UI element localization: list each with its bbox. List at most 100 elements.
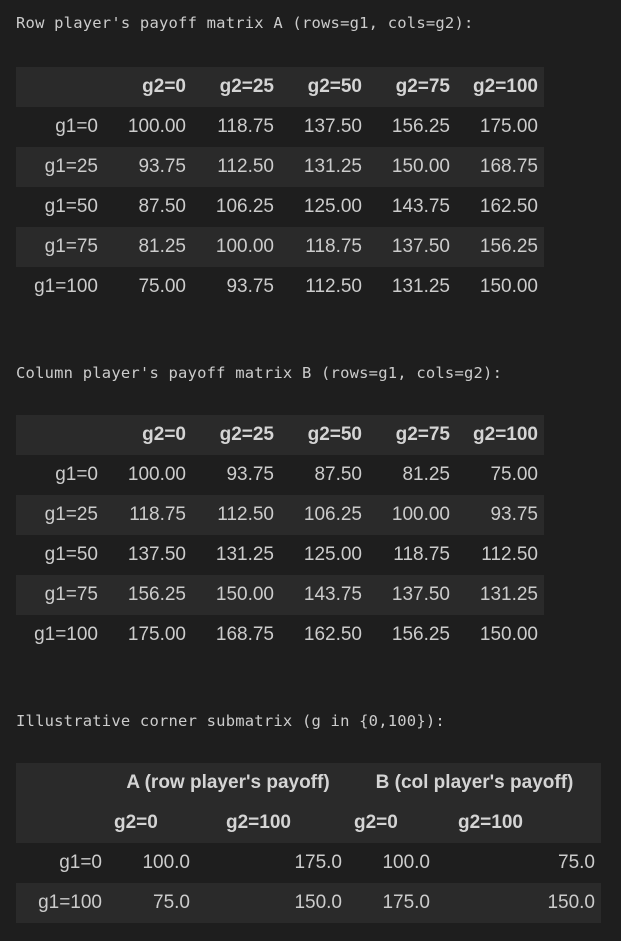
table-cell: 112.50: [217, 156, 274, 177]
index-header: [16, 763, 108, 803]
table-cell: 175.0: [294, 852, 342, 873]
row-label: g1=0: [55, 116, 98, 137]
column-header: g2=0: [114, 812, 158, 833]
table-cell: 118.75: [305, 236, 362, 257]
column-header: g2=50: [307, 76, 362, 97]
table-cell: 75.00: [490, 464, 538, 485]
row-label: g1=0: [59, 852, 102, 873]
table-cell: 156.25: [391, 116, 450, 137]
table-cell: 81.25: [138, 236, 186, 257]
column-header: g2=100: [458, 812, 523, 833]
table-cell: 150.00: [391, 156, 450, 177]
column-header: g2=25: [219, 76, 274, 97]
group-header-row: A (row player's payoff) B (col player's …: [16, 763, 601, 803]
row-label: g1=100: [38, 892, 102, 913]
table-cell: 175.00: [479, 116, 538, 137]
table-cell: 137.50: [391, 236, 450, 257]
column-header: g2=100: [473, 76, 538, 97]
column-header: g2=25: [219, 424, 274, 445]
table-cell: 100.00: [127, 464, 186, 485]
table-cell: 75.0: [558, 852, 595, 873]
table-cell: 87.50: [138, 196, 186, 217]
table-cell: 100.00: [215, 236, 274, 257]
row-label: g1=100: [34, 624, 98, 645]
table-cell: 131.25: [391, 276, 450, 297]
table-cell: 131.25: [479, 584, 538, 605]
table-cell: 100.00: [391, 504, 450, 525]
table-cell: 100.00: [127, 116, 186, 137]
table-cell: 112.50: [305, 276, 362, 297]
table-cell: 150.00: [479, 276, 538, 297]
table-cell: 112.50: [217, 504, 274, 525]
row-label: g1=0: [55, 464, 98, 485]
table-cell: 143.75: [391, 196, 450, 217]
header-row: g2=0 g2=100 g2=0 g2=100: [16, 803, 601, 843]
column-header: g2=100: [226, 812, 291, 833]
table-cell: 118.75: [129, 504, 186, 525]
column-header: g2=0: [354, 812, 398, 833]
header-row: g2=0 g2=25 g2=50 g2=75 g2=100: [16, 67, 544, 107]
column-header: g2=75: [395, 76, 450, 97]
index-header: [16, 803, 108, 843]
corner-submatrix-caption: Illustrative corner submatrix (g in {0,1…: [16, 712, 445, 730]
table-cell: 112.50: [481, 544, 538, 565]
row-label: g1=25: [44, 156, 98, 177]
table-cell: 93.75: [138, 156, 186, 177]
table-cell: 75.00: [138, 276, 186, 297]
table-cell: 168.75: [479, 156, 538, 177]
column-header: g2=0: [142, 424, 186, 445]
table-cell: 106.25: [215, 196, 274, 217]
table-row: g1=100 75.00 93.75 112.50 131.25 150.00: [16, 267, 544, 307]
table-cell: 162.50: [479, 196, 538, 217]
table-cell: 100.0: [142, 852, 190, 873]
table-cell: 150.0: [547, 892, 595, 913]
table-cell: 75.0: [153, 892, 190, 913]
table-row: g1=25 118.75 112.50 106.25 100.00 93.75: [16, 495, 544, 535]
table-cell: 137.50: [303, 116, 362, 137]
corner-submatrix-table: A (row player's payoff) B (col player's …: [16, 763, 601, 923]
table-row: g1=0 100.00 118.75 137.50 156.25 175.00: [16, 107, 544, 147]
table-cell: 93.75: [226, 276, 274, 297]
index-header: [16, 67, 104, 107]
table-row: g1=0 100.0 175.0 100.0 75.0: [16, 843, 601, 883]
table-row: g1=75 81.25 100.00 118.75 137.50 156.25: [16, 227, 544, 267]
table-cell: 131.25: [303, 156, 362, 177]
table-cell: 137.50: [391, 584, 450, 605]
table-cell: 175.0: [382, 892, 430, 913]
table-row: g1=100 75.0 150.0 175.0 150.0: [16, 883, 601, 923]
table-cell: 81.25: [402, 464, 450, 485]
table-cell: 100.0: [382, 852, 430, 873]
table-cell: 150.0: [294, 892, 342, 913]
table-cell: 156.25: [391, 624, 450, 645]
table-cell: 87.50: [314, 464, 362, 485]
table-cell: 93.75: [490, 504, 538, 525]
table-cell: 143.75: [303, 584, 362, 605]
row-label: g1=75: [44, 584, 98, 605]
header-row: g2=0 g2=25 g2=50 g2=75 g2=100: [16, 415, 544, 455]
row-label: g1=100: [34, 276, 98, 297]
matrix-a-caption: Row player's payoff matrix A (rows=g1, c…: [16, 14, 474, 32]
column-header: g2=75: [395, 424, 450, 445]
row-label: g1=25: [44, 504, 98, 525]
table-cell: 150.00: [479, 624, 538, 645]
table-cell: 168.75: [215, 624, 274, 645]
table-cell: 175.00: [127, 624, 186, 645]
table-row: g1=50 137.50 131.25 125.00 118.75 112.50: [16, 535, 544, 575]
table-cell: 125.00: [303, 196, 362, 217]
table-cell: 156.25: [479, 236, 538, 257]
table-row: g1=50 87.50 106.25 125.00 143.75 162.50: [16, 187, 544, 227]
group-header-b: B (col player's payoff): [375, 772, 574, 793]
table-row: g1=0 100.00 93.75 87.50 81.25 75.00: [16, 455, 544, 495]
matrix-b-table: g2=0 g2=25 g2=50 g2=75 g2=100 g1=0 100.0…: [16, 415, 544, 655]
table-cell: 150.00: [215, 584, 274, 605]
table-cell: 137.50: [127, 544, 186, 565]
row-label: g1=75: [44, 236, 98, 257]
table-cell: 162.50: [303, 624, 362, 645]
table-cell: 131.25: [215, 544, 274, 565]
table-row: g1=100 175.00 168.75 162.50 156.25 150.0…: [16, 615, 544, 655]
column-header: g2=0: [142, 76, 186, 97]
table-cell: 118.75: [393, 544, 450, 565]
column-header: g2=100: [473, 424, 538, 445]
index-header: [16, 415, 104, 455]
group-header-a: A (row player's payoff): [126, 772, 330, 793]
